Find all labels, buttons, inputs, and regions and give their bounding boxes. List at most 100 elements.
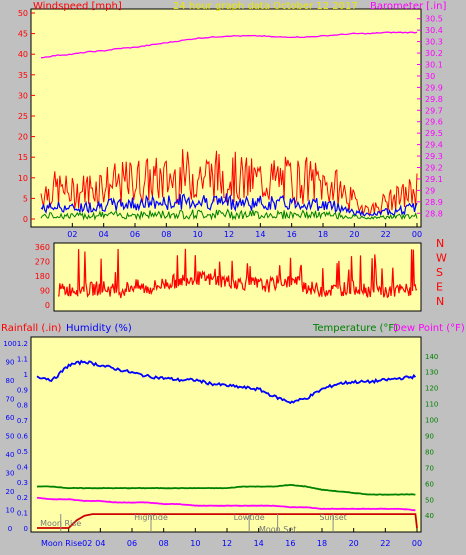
x-tick-label: 08 [161,230,171,239]
humidity-tick-label: 70 [6,396,15,404]
compass-label: N [436,237,444,250]
x-tick-label: 10 [193,230,203,239]
x-tick-label-bottom: 22 [380,539,390,548]
rain-tick-label: 1.1 [17,355,28,363]
temp-tick-label: 140 [425,353,438,361]
x-tick-label-bottom: 18 [317,539,327,548]
wind-tick-label: 20 [18,133,28,142]
annotation-label: Hightide [134,513,168,522]
direction-tick-label: 360 [35,243,50,252]
wind-tick-label: 50 [18,9,28,18]
wind-tick-label: 40 [18,50,28,59]
dewpoint-label: Dew Point (°F) [393,323,465,334]
baro-tick-label: 29.2 [425,164,443,173]
direction-tick-label: 270 [35,258,50,267]
wind-tick-label: 30 [18,91,28,100]
x-tick-label-bottom: 10 [190,539,200,548]
rain-tick-label: 1.2 [17,340,28,348]
compass-label: N [436,295,444,308]
x-tick-label: 04 [99,230,109,239]
direction-line [57,248,418,299]
panel-temp-humidity [30,336,422,533]
baro-tick-label: 30.1 [425,61,443,70]
rainfall-line [37,513,418,529]
wind-tick-label: 35 [18,71,28,80]
baro-tick-label: 29.6 [425,118,443,127]
x-tick-label-bottom: 08 [159,539,169,548]
humidity-tick-label: 20 [6,488,15,496]
baro-tick-label: 29.3 [425,152,443,161]
baro-tick-label: 30 [425,72,435,81]
rain-tick-label: 0.2 [17,494,28,502]
wind-tick-label: 5 [23,194,28,203]
wind-avg-line [40,193,418,217]
temp-tick-label: 130 [425,369,438,377]
annotation-label: Moon Set [259,525,296,534]
rain-tick-label: 1 [24,371,28,379]
rain-tick-label: 0.4 [17,463,29,471]
humidity-label: Humidity (%) [66,323,132,334]
humidity-tick-label: 30 [6,470,15,478]
x-tick-label-bottom: 04 [95,539,105,548]
rain-tick-label: 0 [24,525,28,533]
wind-tick-label: 15 [18,153,28,162]
humidity-tick-label: 60 [6,414,15,422]
wind-low-line [40,208,418,221]
annotation-label: Moon Rise [40,519,81,528]
temp-tick-label: 90 [425,433,434,441]
humidity-tick-label: 80 [6,377,15,385]
dewpoint-line [36,496,416,512]
barometer-line [40,31,418,59]
humidity-tick-label: 90 [6,359,15,367]
baro-tick-label: 29.9 [425,83,443,92]
baro-tick-label: 28.8 [425,209,443,218]
x-tick-label-bottom: 20 [349,539,359,548]
x-tick-label: 14 [255,230,265,239]
rain-tick-label: 0.7 [17,417,28,425]
rain-tick-label: 0.5 [17,448,28,456]
temp-tick-label: 80 [425,448,434,456]
baro-tick-label: 30.5 [425,15,443,24]
temp-tick-label: 110 [425,401,438,409]
humidity-tick-label: 0 [8,525,12,533]
direction-tick-label: 0 [45,301,50,310]
x-tick-label-bottom: 06 [127,539,137,548]
x-tick-label-bottom: 14 [254,539,264,548]
x-tick-label: 22 [381,230,391,239]
temperature-line [36,483,416,496]
humidity-tick-label: 100 [3,340,16,348]
temperature-label: Temperature (°F) [312,323,398,334]
wind-tick-label: 10 [18,174,28,183]
x-tick-label: 18 [318,230,328,239]
wind-tick-label: 45 [18,30,28,39]
wind-tick-label: 25 [18,112,28,121]
barometer-label: Barometer [.in] [370,1,446,12]
windspeed-label: Windspeed [mph] [33,1,122,12]
x-tick-label-bottom: 16 [285,539,295,548]
moonrise-bottom-label: Moon Rise02 [41,539,92,548]
temp-tick-label: 70 [425,464,434,472]
direction-tick-label: 90 [40,287,50,296]
rain-tick-label: 0.6 [17,433,29,441]
baro-tick-label: 29 [425,186,435,195]
direction-tick-label: 180 [35,272,50,281]
temp-tick-label: 120 [425,385,438,393]
rain-tick-label: 0.1 [17,510,28,518]
x-tick-label: 20 [349,230,359,239]
baro-tick-label: 28.9 [425,198,443,207]
baro-tick-label: 29.8 [425,95,443,104]
humidity-tick-label: 50 [6,433,15,441]
x-tick-label-bottom: 12 [222,539,232,548]
x-tick-label: 12 [224,230,234,239]
temp-tick-label: 40 [425,512,434,520]
humidity-tick-label: 10 [6,507,15,515]
rain-tick-label: 0.8 [17,402,28,410]
wind-tick-label: 0 [23,215,28,224]
compass-label: E [436,281,443,294]
baro-tick-label: 30.2 [425,49,443,58]
compass-label: S [436,266,443,279]
x-tick-label: 06 [130,230,140,239]
rain-tick-label: 0.9 [17,386,28,394]
